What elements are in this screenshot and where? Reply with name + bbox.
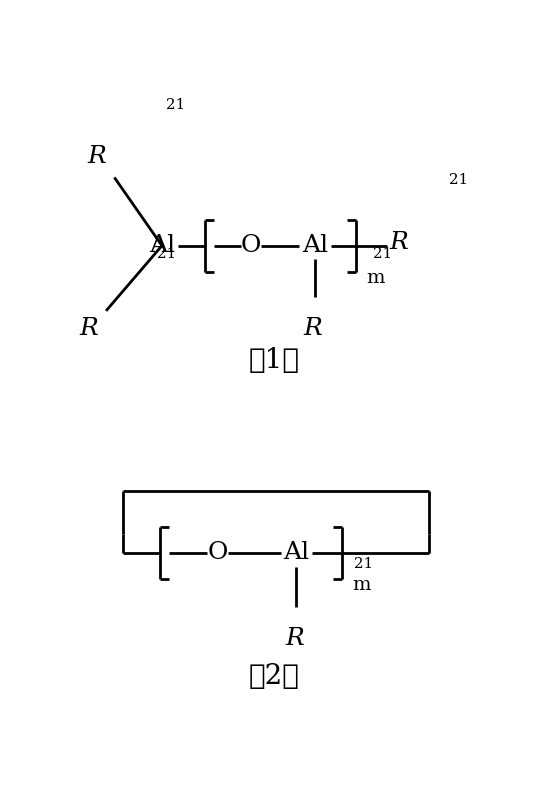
Text: 21: 21 bbox=[373, 247, 392, 261]
Text: Al: Al bbox=[149, 235, 175, 257]
Text: R: R bbox=[285, 627, 304, 650]
Text: R: R bbox=[79, 317, 98, 340]
Text: R: R bbox=[390, 231, 409, 254]
Text: m: m bbox=[352, 576, 371, 595]
Text: 21: 21 bbox=[158, 247, 177, 261]
Text: Al: Al bbox=[284, 542, 310, 564]
Text: 21: 21 bbox=[166, 98, 185, 112]
Text: m: m bbox=[367, 269, 386, 287]
Text: Al: Al bbox=[302, 235, 328, 257]
Text: 21: 21 bbox=[354, 558, 373, 571]
Text: R: R bbox=[87, 145, 106, 168]
Text: O: O bbox=[208, 542, 228, 564]
Text: O: O bbox=[241, 235, 261, 257]
Text: （2）: （2） bbox=[248, 663, 299, 691]
Text: R: R bbox=[303, 317, 323, 340]
Text: （1）: （1） bbox=[248, 347, 299, 374]
Text: 21: 21 bbox=[449, 172, 468, 187]
